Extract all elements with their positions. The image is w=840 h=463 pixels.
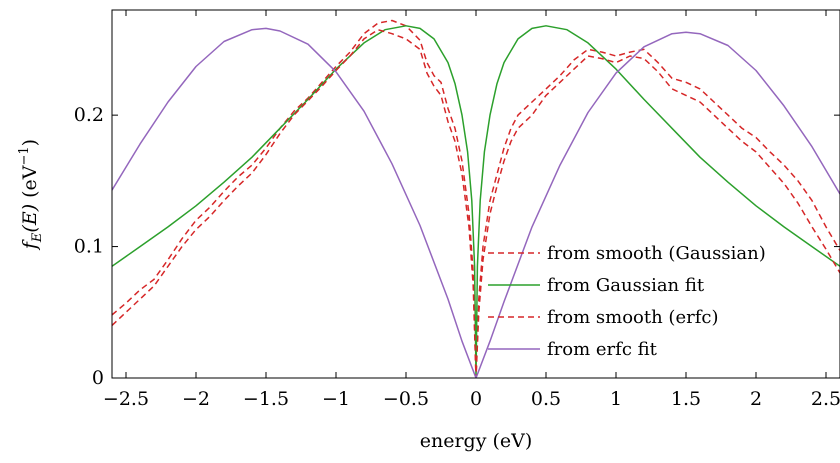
series-line-3	[112, 28, 840, 378]
x-tick-label: 2	[750, 388, 762, 410]
x-tick-label: 2.5	[811, 388, 840, 410]
x-axis-label: energy (eV)	[420, 430, 533, 452]
y-tick-label: 0	[92, 367, 104, 389]
series-line-2	[112, 25, 840, 378]
y-tick-label: 0.2	[74, 104, 104, 126]
legend-entry-label: from smooth (erfc)	[547, 307, 718, 328]
x-tick-label: −2	[182, 388, 210, 410]
y-tick-label: 0.1	[74, 236, 104, 258]
x-tick-label: −1	[322, 388, 350, 410]
legend: from smooth (Gaussian) from Gaussian fit f…	[488, 243, 766, 360]
x-tick-label: 1	[610, 388, 622, 410]
x-tick-label: −1.5	[243, 388, 289, 410]
x-tick-label: 1.5	[671, 388, 701, 410]
series-line-4	[112, 27, 840, 378]
plot-frame	[111, 9, 840, 379]
tick-labels: −2.5 −2 −1.5 −1 −0.5 0 0.5 1 1.5 2 2.5 0 0.1 0.2	[74, 104, 840, 410]
y-axis-label: fE(E)(eV−1)	[17, 139, 45, 251]
x-tick-label: 0.5	[531, 388, 561, 410]
legend-entry-label: from smooth (Gaussian)	[547, 243, 766, 264]
x-tick-label: 0	[470, 388, 482, 410]
x-tick-label: −2.5	[103, 388, 149, 410]
series-layer	[112, 19, 840, 378]
x-tick-label: −0.5	[383, 388, 429, 410]
legend-entry-label: from erfc fit	[547, 339, 658, 360]
legend-entry-label: from Gaussian fit	[547, 275, 705, 296]
